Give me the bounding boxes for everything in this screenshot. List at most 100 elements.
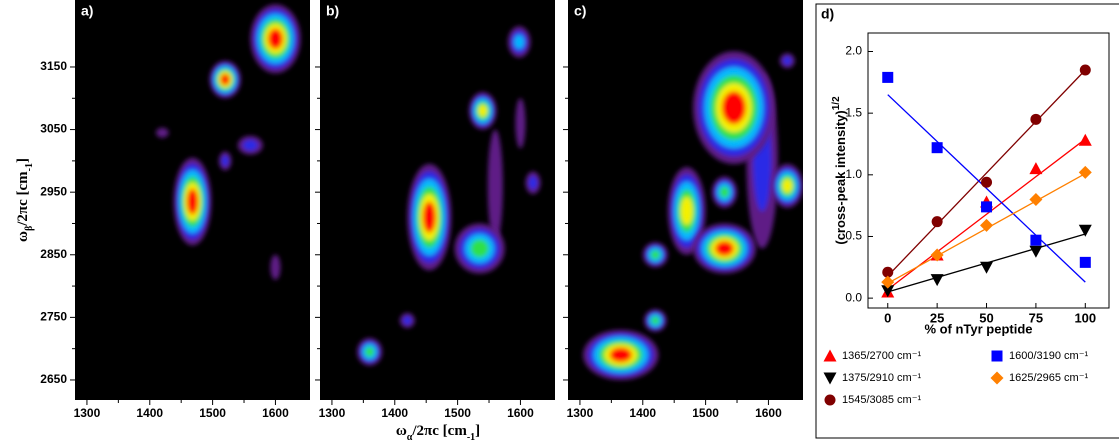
marker: [980, 261, 994, 274]
peak: [507, 26, 531, 58]
heatmap-layer: [357, 26, 541, 366]
marker: [1029, 245, 1043, 258]
legend-label: 1600/3190 cm⁻¹: [1009, 350, 1089, 362]
y-tick-label: 0.5: [845, 229, 862, 243]
x-tick-label: 25: [930, 310, 944, 325]
x-axis-title-part: ]: [475, 423, 480, 439]
x-tick-label: 1500: [199, 406, 226, 420]
x-tick-label: 100: [1074, 310, 1096, 325]
peak-contour: [243, 139, 258, 151]
x-tick-label: 1300: [319, 406, 346, 420]
y-axis-title-part: ]: [15, 158, 31, 163]
peak: [515, 98, 526, 149]
peak: [218, 151, 232, 171]
y-axis-title-part: -1: [24, 163, 35, 171]
peak: [667, 167, 706, 255]
peak-contour: [650, 250, 660, 260]
peak: [454, 223, 505, 274]
peak: [779, 53, 795, 69]
legend-marker: [823, 372, 837, 385]
y-tick-label: 3150: [40, 59, 67, 73]
marker: [930, 274, 944, 287]
x-tick-label: 1400: [136, 406, 163, 420]
y-axis-title-part: 1/2: [831, 96, 842, 110]
marker: [881, 275, 895, 289]
peak: [487, 129, 503, 243]
x-tick-label: 0: [884, 310, 891, 325]
marker: [881, 285, 895, 298]
y-axis-title-part: (cross-peak intensity): [833, 110, 848, 244]
marker: [1030, 113, 1042, 125]
legend-marker: [990, 371, 1004, 385]
peak-contour: [487, 129, 503, 243]
peak-contour: [221, 155, 229, 167]
y-tick-label: 2950: [40, 184, 67, 198]
peak-contour: [187, 188, 198, 215]
peak-contour: [514, 35, 525, 49]
y-tick-label: 2650: [40, 372, 67, 386]
plot-frame: [867, 32, 1110, 309]
marker: [980, 218, 994, 232]
peak-contour: [156, 127, 169, 138]
x-tick-label: 1400: [629, 406, 656, 420]
panel-label: a): [81, 3, 93, 19]
y-axis-title-part: ω: [15, 231, 31, 242]
x-tick-label: 50: [979, 310, 993, 325]
y-tick-label: 0.0: [845, 290, 862, 304]
legend-label: 1375/2910 cm⁻¹: [842, 372, 922, 384]
peak: [399, 312, 415, 329]
peak: [693, 223, 756, 274]
x-tick-label: 1600: [262, 406, 289, 420]
legend-label: 1545/3085 cm⁻¹: [842, 394, 922, 406]
peak-contour: [478, 104, 488, 117]
y-axis-title-part: β: [24, 226, 35, 231]
y-tick-label: 1.0: [845, 167, 862, 181]
peak: [693, 51, 775, 165]
peak-contour: [715, 241, 734, 256]
heatmap-layer: [583, 51, 803, 380]
peak: [270, 254, 281, 280]
peak: [583, 329, 659, 380]
marker: [882, 71, 894, 83]
panel-border: [815, 3, 1119, 439]
peak-contour: [680, 196, 693, 225]
x-axis-title-part: /2πc [cm: [411, 423, 467, 439]
peak: [407, 164, 452, 271]
peak-contour: [721, 91, 746, 125]
legend-marker: [824, 394, 836, 406]
x-tick-label: 75: [1029, 310, 1043, 325]
peak-contour: [403, 316, 412, 325]
y-axis-title: (cross-peak intensity)1/2: [831, 96, 848, 245]
peak-contour: [719, 186, 730, 198]
y-tick-label: 1.5: [845, 105, 862, 119]
marker: [930, 248, 944, 262]
peak: [771, 164, 803, 208]
marker: [1030, 234, 1042, 246]
marker: [882, 266, 894, 278]
legend-label: 1365/2700 cm⁻¹: [842, 350, 922, 362]
x-tick-label: 1600: [507, 406, 534, 420]
x-axis-title-part: α: [407, 432, 413, 443]
peak-contour: [220, 74, 230, 85]
x-tick-label: 1300: [567, 406, 594, 420]
panel-label: d): [821, 6, 834, 22]
legend-label: 1625/2965 cm⁻¹: [1009, 372, 1089, 384]
peak: [357, 338, 383, 366]
y-tick-label: 2850: [40, 247, 67, 261]
x-tick-label: 1400: [381, 406, 408, 420]
peak-contour: [609, 347, 632, 363]
peak-contour: [528, 176, 538, 190]
peak: [642, 242, 668, 268]
y-axis-title: ωβ/2πc [cm-1]: [15, 158, 34, 242]
marker: [931, 216, 943, 228]
legend-marker: [823, 349, 837, 362]
x-tick-label: 1300: [74, 406, 101, 420]
peak: [644, 309, 667, 332]
x-tick-label: 1600: [755, 406, 782, 420]
fit-line: [887, 94, 1086, 283]
fit-line: [887, 69, 1086, 277]
peak: [525, 171, 541, 195]
marker: [1029, 192, 1043, 206]
y-axis-title-part: /2πc [cm: [15, 171, 31, 227]
